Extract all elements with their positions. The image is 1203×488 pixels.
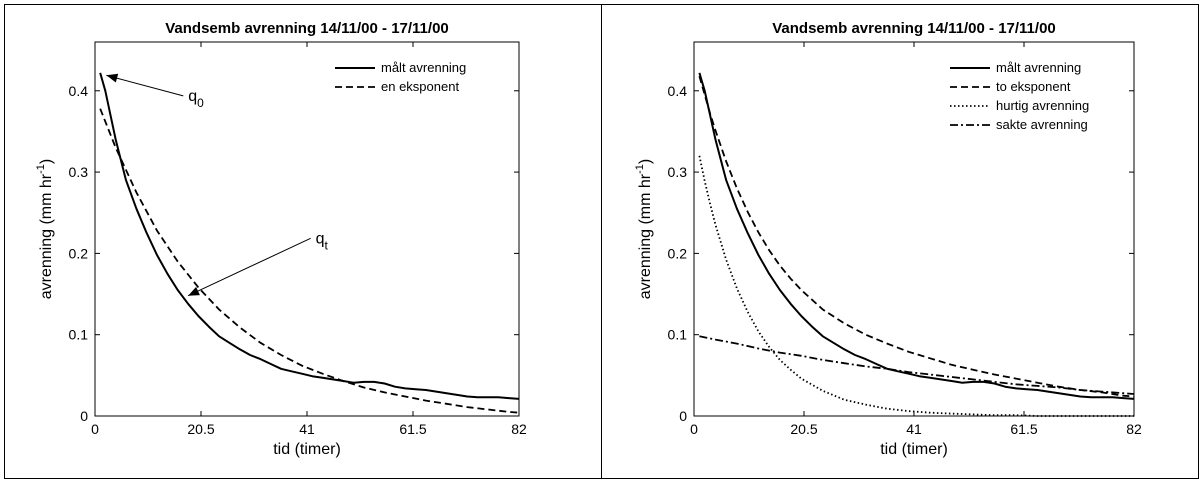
series-line-dotted xyxy=(698,155,1134,417)
y-tick-label: 0 xyxy=(80,408,88,424)
y-tick-label: 0.2 xyxy=(69,245,89,261)
annotation-label-subscript: t xyxy=(325,238,329,252)
y-axis-label-superscript: -1 xyxy=(35,164,47,174)
x-tick-label: 0 xyxy=(91,421,99,437)
x-axis-ticks: 0 20.5 41 61.5 82 xyxy=(690,42,1142,437)
legend-label: en eksponent xyxy=(381,79,459,94)
y-tick-label: 0.1 xyxy=(69,327,89,343)
chart-title: Vandsemb avrenning 14/11/00 - 17/11/00 xyxy=(772,20,1056,37)
x-axis-label: tid (timer) xyxy=(273,441,341,458)
x-tick-label: 41 xyxy=(299,421,315,437)
y-axis-label-end: ) xyxy=(38,159,55,164)
series-line-dashed xyxy=(99,108,520,414)
annotation-label: q0 xyxy=(188,88,204,110)
x-tick-label: 41 xyxy=(906,421,922,437)
y-axis-label: avrenning (mm hr-1) xyxy=(634,159,654,299)
x-axis-ticks: 0 20.5 41 61.5 82 xyxy=(91,42,527,437)
chart-panel-2: Vandsemb avrenning 14/11/00 - 17/11/00 0 2… xyxy=(634,20,1142,458)
y-tick-label: 0.4 xyxy=(69,83,89,99)
x-tick-label: 0 xyxy=(690,421,698,437)
legend-label: to eksponent xyxy=(996,79,1071,94)
annotation-arrow xyxy=(106,74,184,97)
annotation-arrow xyxy=(187,237,311,297)
y-tick-label: 0.3 xyxy=(69,164,89,180)
y-axis-ticks: 0 0.1 0.2 0.3 0.4 xyxy=(69,83,519,424)
annotation-label-main: q xyxy=(188,88,197,105)
annotation-arrowhead xyxy=(106,73,119,83)
y-tick-label: 0 xyxy=(679,408,687,424)
series-line-dashdot xyxy=(699,335,1135,395)
legend-label: sakte avrenning xyxy=(996,117,1088,132)
annotation-arrowhead xyxy=(188,286,200,296)
y-axis-label-superscript: -1 xyxy=(634,164,646,174)
annotation-label-subscript: 0 xyxy=(197,96,204,110)
x-tick-label: 61.5 xyxy=(1010,421,1037,437)
y-tick-label: 0.3 xyxy=(668,164,688,180)
chart-panel-1: Vandsemb avrenning 14/11/00 - 17/11/00 0 2… xyxy=(35,20,527,458)
plot-area xyxy=(94,41,520,417)
y-axis-label: avrenning (mm hr-1) xyxy=(35,159,55,299)
series-line-dashed xyxy=(698,75,1135,398)
legend: målt avrenning to eksponent hurtig avrenni… xyxy=(950,60,1089,132)
y-tick-label: 0.2 xyxy=(668,245,688,261)
x-tick-label: 82 xyxy=(511,421,527,437)
chart-title: Vandsemb avrenning 14/11/00 - 17/11/00 xyxy=(165,20,449,37)
legend-label: hurtig avrenning xyxy=(996,98,1089,113)
series-line-solid xyxy=(99,72,520,400)
y-tick-label: 0.4 xyxy=(668,83,688,99)
x-tick-label: 20.5 xyxy=(790,421,817,437)
y-axis-label-end: ) xyxy=(637,159,654,164)
y-tick-label: 0.1 xyxy=(668,327,688,343)
annotation-label-main: q xyxy=(316,230,325,247)
x-tick-label: 61.5 xyxy=(399,421,426,437)
y-axis-ticks: 0 0.1 0.2 0.3 0.4 xyxy=(668,83,1134,424)
series-lines xyxy=(698,72,1135,417)
x-tick-label: 20.5 xyxy=(187,421,214,437)
x-tick-label: 82 xyxy=(1126,421,1142,437)
legend: målt avrenning en eksponent xyxy=(335,60,466,94)
y-axis-label-main: avrenning (mm hr xyxy=(38,173,55,299)
x-axis-label: tid (timer) xyxy=(880,441,948,458)
legend-label: målt avrenning xyxy=(996,60,1081,75)
series-lines xyxy=(99,72,520,414)
series-line-solid xyxy=(698,72,1135,400)
y-axis-label-main: avrenning (mm hr xyxy=(637,173,654,299)
legend-label: målt avrenning xyxy=(381,60,466,75)
annotation-label: qt xyxy=(316,230,329,252)
